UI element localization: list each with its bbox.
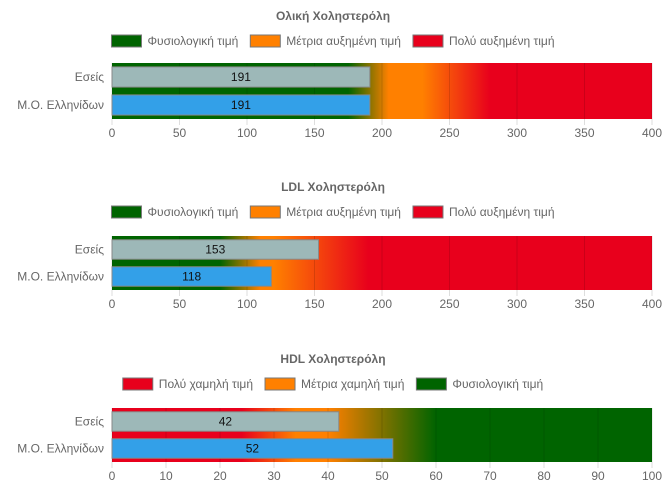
x-tick-label: 200 [372, 297, 392, 311]
legend-label: Μέτρια χαμηλή τιμή [301, 377, 404, 391]
legend-label: Φυσιολογική τιμή [147, 34, 238, 48]
category-label: Μ.Ο. Ελληνίδων [17, 98, 104, 112]
legend-item[interactable]: Φυσιολογική τιμή [110, 34, 238, 48]
data-label: 191 [231, 70, 251, 84]
legend-item[interactable]: Πολύ αυξημένη τιμή [412, 205, 555, 219]
legend-item[interactable]: Πολύ αυξημένη τιμή [412, 34, 555, 48]
x-tick-label: 300 [507, 126, 527, 140]
data-label: 52 [246, 442, 260, 456]
legend-swatch [264, 377, 296, 391]
data-label: 42 [219, 415, 233, 429]
x-tick-label: 150 [304, 126, 324, 140]
x-tick-label: 0 [109, 297, 116, 311]
x-tick-label: 250 [439, 297, 459, 311]
x-tick-label: 300 [507, 297, 527, 311]
legend-item[interactable]: Φυσιολογική τιμή [415, 377, 543, 391]
category-label: Εσείς [75, 415, 104, 429]
legend-swatch [249, 205, 281, 219]
legend-item[interactable]: Φυσιολογική τιμή [110, 205, 238, 219]
data-label: 191 [231, 98, 251, 112]
x-tick-label: 70 [483, 469, 497, 483]
legend-swatch [415, 377, 447, 391]
legend-swatch [110, 34, 142, 48]
x-tick-label: 150 [304, 297, 324, 311]
legend-item[interactable]: Μέτρια χαμηλή τιμή [264, 377, 404, 391]
legend-swatch [412, 205, 444, 219]
chart-title: HDL Χοληστερόλη [280, 352, 385, 366]
x-tick-label: 30 [267, 469, 281, 483]
legend-label: Μέτρια αυξημένη τιμή [286, 34, 401, 48]
legend-label: Πολύ αυξημένη τιμή [449, 205, 555, 219]
legend-item[interactable]: Μέτρια αυξημένη τιμή [249, 34, 401, 48]
legend-label: Μέτρια αυξημένη τιμή [286, 205, 401, 219]
legend-swatch [412, 34, 444, 48]
chart-title: LDL Χοληστερόλη [281, 180, 385, 194]
x-tick-label: 400 [642, 126, 662, 140]
legend-label: Φυσιολογική τιμή [452, 377, 543, 391]
legend-item[interactable]: Μέτρια αυξημένη τιμή [249, 205, 401, 219]
x-tick-label: 350 [574, 297, 594, 311]
category-label: Εσείς [75, 70, 104, 84]
x-tick-label: 10 [159, 469, 173, 483]
x-tick-label: 0 [109, 126, 116, 140]
legend-swatch [249, 34, 281, 48]
data-label: 118 [182, 270, 201, 284]
x-tick-label: 250 [439, 126, 459, 140]
legend-label: Φυσιολογική τιμή [147, 205, 238, 219]
x-tick-label: 100 [237, 297, 257, 311]
bar[interactable] [111, 266, 272, 287]
chart-2: LDL Χοληστερόλη Φυσιολογική τιμή Μέτρια αυ… [17, 180, 662, 311]
x-tick-label: 80 [537, 469, 551, 483]
legend: Πολύ χαμηλή τιμή Μέτρια χαμηλή τιμή Φυσιολ… [122, 377, 543, 391]
chart-title: Ολική Χοληστερόλη [276, 9, 390, 23]
x-tick-label: 50 [375, 469, 389, 483]
legend-swatch [110, 205, 142, 219]
x-tick-label: 100 [237, 126, 257, 140]
chart-3: HDL Χοληστερόλη Πολύ χαμηλή τιμή Μέτρια χα… [17, 352, 662, 483]
category-label: Μ.Ο. Ελληνίδων [17, 270, 104, 284]
x-tick-label: 200 [372, 126, 392, 140]
x-tick-label: 90 [591, 469, 605, 483]
legend-swatch [122, 377, 154, 391]
legend-label: Πολύ αυξημένη τιμή [449, 34, 555, 48]
category-label: Μ.Ο. Ελληνίδων [17, 442, 104, 456]
bar[interactable] [111, 411, 340, 432]
legend-label: Πολύ χαμηλή τιμή [159, 377, 253, 391]
legend: Φυσιολογική τιμή Μέτρια αυξημένη τιμή Πολύ… [110, 34, 555, 48]
x-tick-label: 0 [109, 469, 116, 483]
x-tick-label: 350 [574, 126, 594, 140]
data-label: 153 [205, 243, 225, 257]
x-tick-label: 50 [173, 126, 187, 140]
x-tick-label: 100 [642, 469, 662, 483]
chart-1: Ολική Χοληστερόλη Φυσιολογική τιμή Μέτρια … [17, 9, 662, 140]
bar[interactable] [111, 94, 371, 116]
category-label: Εσείς [75, 243, 104, 257]
bar[interactable] [111, 239, 320, 260]
x-tick-label: 50 [173, 297, 187, 311]
x-tick-label: 20 [213, 469, 227, 483]
legend-item[interactable]: Πολύ χαμηλή τιμή [122, 377, 253, 391]
x-tick-label: 400 [642, 297, 662, 311]
x-tick-label: 60 [429, 469, 443, 483]
x-tick-label: 40 [321, 469, 335, 483]
legend: Φυσιολογική τιμή Μέτρια αυξημένη τιμή Πολύ… [110, 205, 555, 219]
bar[interactable] [111, 66, 371, 88]
bar[interactable] [111, 438, 394, 459]
